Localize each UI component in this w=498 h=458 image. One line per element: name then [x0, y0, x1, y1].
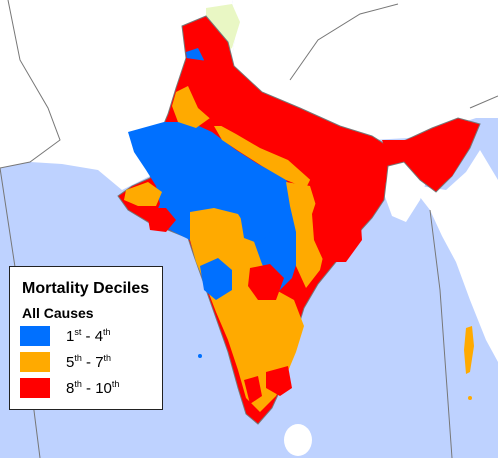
- western-landmass: [0, 0, 236, 190]
- legend-title: Mortality Deciles: [22, 280, 150, 297]
- projection-graticule-right: [429, 209, 453, 458]
- decile-high-southeast: [266, 366, 292, 396]
- legend-box: Mortality Deciles All Causes 1st - 4th 5…: [9, 266, 163, 410]
- legend-label-mid: 5th - 7th: [66, 352, 112, 371]
- lakshadweep-island: [198, 354, 202, 358]
- decile-high-north-plain: [186, 58, 388, 210]
- legend-label-high: 8th - 10th: [66, 378, 120, 397]
- eastern-landmass: [384, 150, 498, 362]
- decile-low-central-b: [240, 214, 270, 244]
- legend-item-low: 1st - 4th: [20, 325, 111, 347]
- nicobar-island: [468, 396, 472, 400]
- decile-high-south-strip: [244, 376, 262, 404]
- legend-item-mid: 5th - 7th: [20, 351, 111, 373]
- andaman-islands: [464, 326, 474, 374]
- decile-high-gujarat: [146, 208, 176, 232]
- legend-item-high: 8th - 10th: [20, 377, 119, 399]
- sri-lanka: [284, 424, 312, 456]
- legend-swatch-mid: [20, 352, 50, 372]
- decile-high-northeast: [382, 120, 476, 190]
- decile-mid-belt: [214, 126, 312, 188]
- northern-landmass: [232, 0, 498, 140]
- country-border-west: [0, 0, 61, 169]
- legend-swatch-low: [20, 326, 50, 346]
- legend-swatch-high: [20, 378, 50, 398]
- decile-mid-gujarat: [124, 182, 162, 206]
- legend-subtitle: All Causes: [22, 305, 94, 321]
- decile-high-east-coast: [312, 196, 362, 262]
- legend-label-low: 1st - 4th: [66, 326, 111, 345]
- decile-low-central-a: [200, 258, 232, 300]
- country-border-northeast: [289, 3, 498, 109]
- decile-high-central-cluster: [248, 264, 284, 300]
